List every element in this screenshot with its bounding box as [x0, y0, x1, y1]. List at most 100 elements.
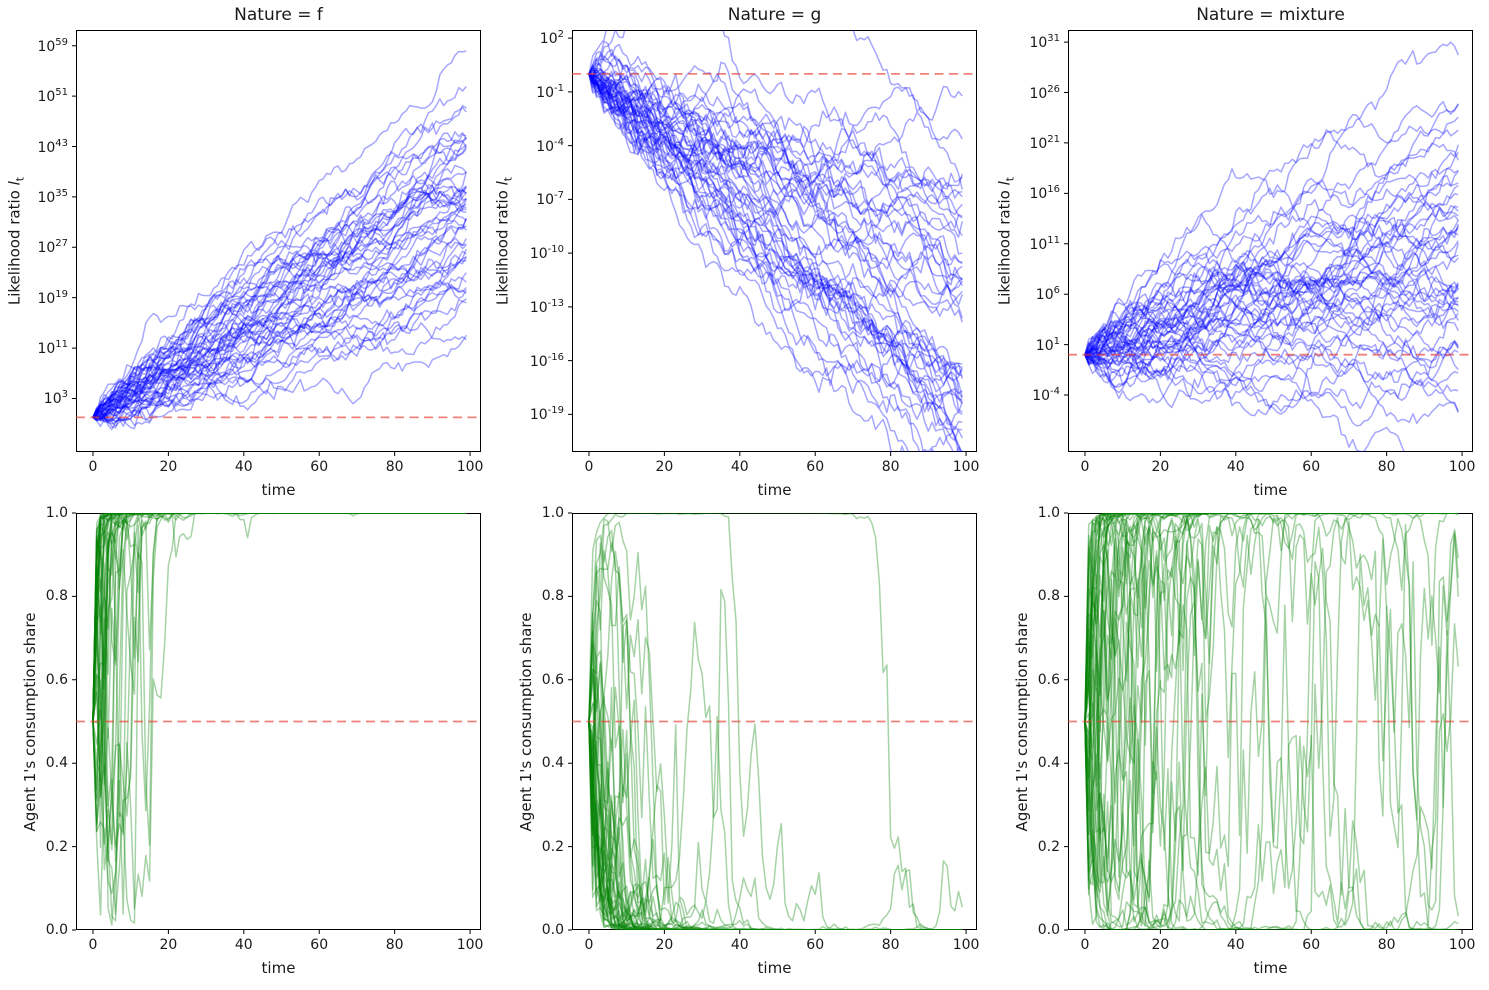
x-axis-label: time	[261, 481, 296, 499]
y-tick-label: 0.8	[541, 588, 564, 605]
y-tick-label: 1026	[1029, 83, 1060, 102]
y-tick-label: 1.0	[541, 505, 564, 521]
x-tick-label: 40	[234, 937, 253, 953]
x-tick-label: 20	[655, 459, 674, 475]
y-tick-label: 1051	[37, 87, 68, 105]
y-tick-label: 1031	[1029, 33, 1060, 51]
y-tick-label: 1059	[37, 36, 68, 55]
x-tick-label: 40	[1226, 937, 1245, 953]
line-ensemble-plot	[1062, 29, 1477, 459]
y-tick-label: 0.2	[541, 838, 564, 855]
x-tick-label: 60	[806, 459, 825, 475]
x-tick-label: 20	[159, 937, 178, 953]
y-axis-label: Likelihood ratio lt	[5, 176, 27, 306]
y-tick-label: 0.0	[1037, 922, 1060, 938]
y-tick-label: 1.0	[45, 505, 68, 521]
x-tick-label: 60	[806, 937, 825, 953]
y-tick-label: 1043	[37, 137, 68, 156]
x-tick-label: 0	[1080, 459, 1090, 475]
x-tick-label: 80	[385, 459, 404, 475]
x-tick-label: 0	[584, 459, 594, 475]
y-tick-label: 10-4	[536, 136, 564, 155]
x-tick-label: 100	[456, 459, 484, 475]
plot-title: Nature = mixture	[1196, 5, 1345, 25]
line-ensemble-plot	[566, 512, 981, 937]
x-axis-label: time	[1253, 481, 1288, 499]
x-tick-label: 100	[456, 937, 484, 953]
x-tick-label: 80	[1377, 459, 1396, 475]
x-tick-label: 0	[88, 459, 98, 475]
x-axis-label: time	[757, 481, 792, 499]
y-tick-label: 0.0	[45, 922, 68, 938]
x-tick-label: 100	[952, 459, 980, 475]
x-tick-label: 0	[584, 937, 594, 953]
y-tick-label: 0.4	[1037, 755, 1060, 772]
y-tick-label: 1011	[37, 339, 68, 357]
y-tick-label: 1027	[37, 238, 68, 257]
y-tick-label: 10-19	[529, 405, 564, 424]
line-ensemble-plot	[1062, 512, 1477, 937]
y-tick-label: 0.6	[1037, 671, 1060, 688]
x-tick-label: 100	[1448, 937, 1476, 953]
y-tick-label: 0.6	[45, 671, 68, 688]
x-tick-label: 40	[1226, 459, 1245, 475]
y-tick-label: 103	[43, 389, 68, 408]
y-axis-label: Agent 1's consumption share	[517, 612, 535, 831]
y-tick-label: 10-13	[529, 298, 564, 316]
x-axis-label: time	[1253, 959, 1288, 977]
x-tick-label: 80	[1377, 937, 1396, 953]
y-tick-label: 10-7	[536, 190, 564, 209]
y-tick-label: 0.2	[1037, 838, 1060, 855]
y-tick-label: 10-16	[529, 351, 564, 370]
y-tick-label: 0.0	[541, 922, 564, 938]
line-ensemble-plot	[70, 29, 485, 459]
y-tick-label: 0.4	[541, 755, 564, 772]
x-tick-label: 20	[1151, 459, 1170, 475]
x-tick-label: 20	[1151, 937, 1170, 953]
y-tick-label: 1016	[1029, 184, 1060, 203]
y-tick-label: 1011	[1029, 234, 1060, 253]
y-tick-label: 10-10	[529, 244, 564, 262]
x-tick-label: 80	[385, 937, 404, 953]
y-tick-label: 1035	[37, 188, 68, 206]
y-tick-label: 0.4	[45, 755, 68, 772]
x-tick-label: 100	[1448, 459, 1476, 475]
x-tick-label: 80	[881, 459, 900, 475]
x-tick-label: 60	[1302, 459, 1321, 475]
x-tick-label: 80	[881, 937, 900, 953]
plot-title: Nature = g	[727, 5, 822, 25]
y-axis-label: Agent 1's consumption share	[21, 612, 39, 831]
line-ensemble-plot	[566, 29, 981, 459]
y-axis-label: Likelihood ratio lt	[995, 176, 1017, 306]
y-tick-label: 1.0	[1037, 505, 1060, 521]
x-tick-label: 100	[952, 937, 980, 953]
x-axis-label: time	[261, 959, 296, 977]
plot-title: Nature = f	[234, 5, 323, 25]
x-tick-label: 0	[1080, 937, 1090, 953]
x-tick-label: 0	[88, 937, 98, 953]
x-tick-label: 60	[1302, 937, 1321, 953]
y-tick-label: 0.6	[541, 671, 564, 688]
x-tick-label: 20	[159, 459, 178, 475]
y-tick-label: 102	[539, 29, 564, 47]
y-tick-label: 0.8	[45, 588, 68, 605]
x-tick-label: 20	[655, 937, 674, 953]
line-ensemble-plot	[70, 512, 485, 937]
y-tick-label: 10-4	[1032, 386, 1060, 404]
y-tick-label: 106	[1035, 285, 1060, 304]
x-axis-label: time	[757, 959, 792, 977]
y-tick-label: 0.8	[1037, 588, 1060, 605]
y-tick-label: 1021	[1029, 134, 1060, 152]
y-tick-label: 10-1	[536, 82, 564, 101]
y-axis-label: Agent 1's consumption share	[1013, 612, 1031, 831]
y-tick-label: 101	[1035, 335, 1060, 354]
y-tick-label: 1019	[37, 288, 68, 307]
x-tick-label: 40	[730, 937, 749, 953]
x-tick-label: 40	[234, 459, 253, 475]
y-tick-label: 0.2	[45, 838, 68, 855]
x-tick-label: 60	[310, 937, 329, 953]
x-tick-label: 60	[310, 459, 329, 475]
x-tick-label: 40	[730, 459, 749, 475]
y-axis-label: Likelihood ratio lt	[493, 176, 515, 306]
